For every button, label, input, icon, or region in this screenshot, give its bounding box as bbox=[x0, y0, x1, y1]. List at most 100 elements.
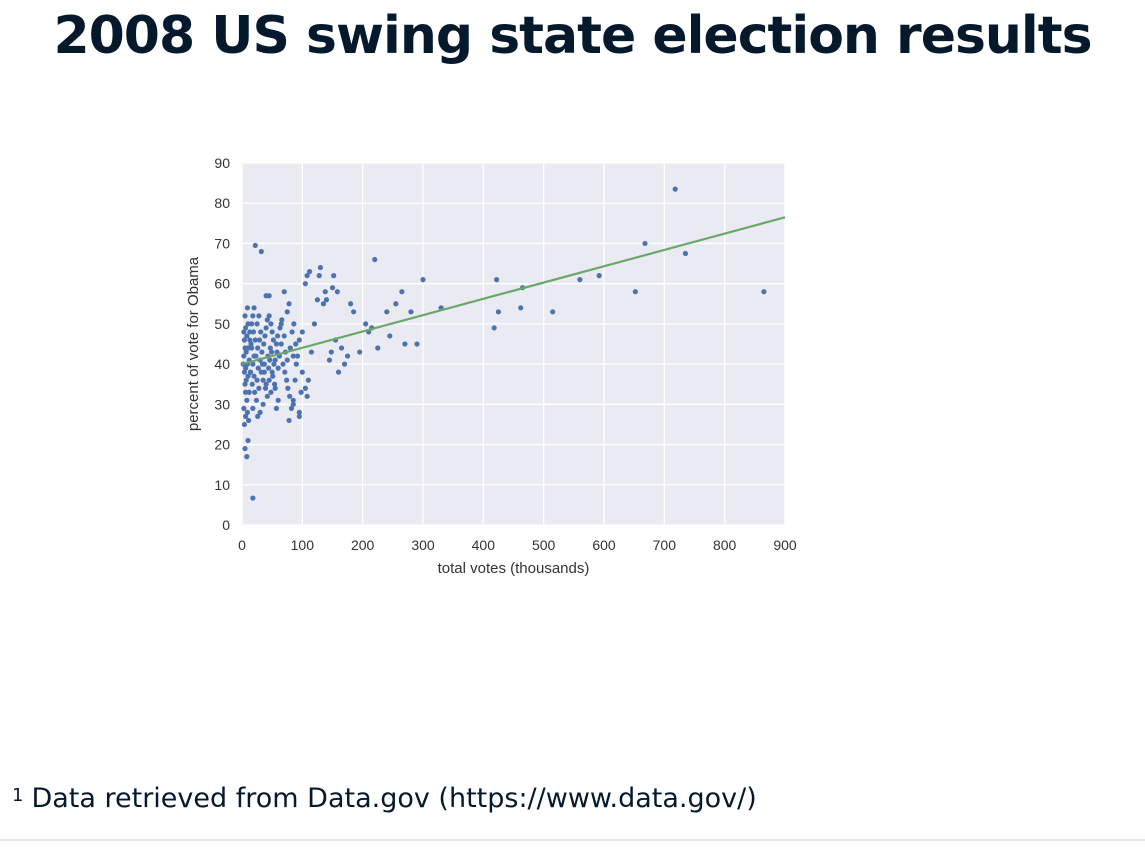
data-point bbox=[245, 373, 251, 379]
data-point bbox=[577, 277, 583, 283]
data-point bbox=[270, 373, 276, 379]
slide-title: 2008 US swing state election results bbox=[53, 6, 1092, 66]
plot-background bbox=[242, 163, 785, 525]
data-point bbox=[259, 361, 266, 367]
data-point bbox=[761, 289, 767, 295]
data-point bbox=[292, 377, 298, 383]
data-point bbox=[284, 377, 290, 383]
data-point bbox=[326, 357, 333, 363]
x-tick-label: 200 bbox=[351, 537, 375, 553]
data-point bbox=[274, 333, 281, 339]
x-tick-labels: 0 100 200 300 400 500 600 700 800 900 bbox=[238, 537, 797, 553]
data-point bbox=[294, 353, 301, 359]
data-point bbox=[334, 289, 340, 295]
data-point bbox=[284, 309, 290, 315]
x-tick-label: 900 bbox=[773, 537, 797, 553]
data-point bbox=[241, 421, 248, 428]
data-point bbox=[308, 349, 314, 355]
data-point bbox=[250, 405, 256, 411]
data-point bbox=[329, 285, 336, 291]
data-point bbox=[241, 329, 247, 335]
data-point bbox=[268, 389, 274, 395]
data-point bbox=[242, 381, 248, 387]
data-point bbox=[323, 297, 330, 303]
data-point bbox=[260, 401, 266, 407]
data-point bbox=[287, 393, 293, 399]
data-point bbox=[284, 357, 290, 363]
data-point bbox=[263, 381, 269, 387]
y-tick-label: 90 bbox=[214, 155, 230, 171]
data-point bbox=[290, 401, 296, 407]
data-point bbox=[264, 317, 270, 323]
data-point bbox=[302, 281, 308, 287]
data-point bbox=[328, 349, 334, 355]
data-point bbox=[518, 305, 524, 311]
data-point bbox=[351, 309, 357, 315]
y-tick-label: 10 bbox=[214, 477, 230, 493]
y-tick-label: 20 bbox=[214, 437, 230, 453]
data-point bbox=[290, 353, 296, 359]
data-point bbox=[286, 417, 292, 424]
data-point bbox=[267, 345, 273, 351]
data-point bbox=[375, 345, 381, 351]
data-point bbox=[251, 373, 257, 379]
data-point bbox=[282, 369, 288, 375]
x-tick-label: 500 bbox=[532, 537, 556, 553]
data-point bbox=[250, 361, 256, 367]
data-point bbox=[258, 248, 264, 255]
x-tick-label: 0 bbox=[238, 537, 246, 553]
data-point bbox=[269, 369, 275, 375]
y-tick-label: 70 bbox=[214, 235, 230, 251]
data-point bbox=[243, 413, 249, 419]
data-point bbox=[267, 357, 273, 363]
grid-lines bbox=[241, 162, 786, 526]
y-tick-label: 0 bbox=[222, 517, 230, 533]
data-point bbox=[255, 345, 261, 351]
data-point bbox=[241, 405, 247, 411]
data-point bbox=[281, 333, 287, 339]
data-point bbox=[393, 301, 399, 307]
data-point bbox=[384, 309, 390, 315]
data-point bbox=[311, 321, 317, 327]
data-point bbox=[244, 454, 250, 460]
y-tick-label: 40 bbox=[214, 356, 230, 372]
data-point bbox=[250, 329, 257, 335]
data-point bbox=[286, 301, 292, 307]
data-point bbox=[331, 273, 337, 279]
data-point bbox=[322, 289, 328, 295]
y-tick-label: 60 bbox=[214, 276, 230, 292]
data-point bbox=[246, 417, 252, 424]
data-point bbox=[275, 365, 281, 371]
data-point bbox=[260, 377, 266, 383]
data-point bbox=[491, 325, 497, 331]
data-point bbox=[256, 385, 262, 391]
data-point bbox=[290, 397, 296, 403]
fit-line bbox=[241, 216, 786, 366]
data-point bbox=[296, 409, 302, 415]
data-point bbox=[257, 409, 263, 415]
data-point bbox=[408, 309, 414, 315]
y-axis-label: percent of vote for Obama bbox=[185, 256, 202, 431]
x-tick-label: 300 bbox=[411, 537, 435, 553]
data-point bbox=[338, 345, 345, 351]
data-point bbox=[387, 333, 393, 339]
data-point bbox=[243, 365, 249, 371]
data-point bbox=[348, 301, 354, 307]
data-point bbox=[288, 405, 295, 411]
data-point bbox=[632, 289, 638, 295]
data-point bbox=[266, 313, 272, 319]
x-tick-label: 100 bbox=[291, 537, 315, 553]
data-point bbox=[247, 329, 253, 335]
data-point bbox=[249, 321, 255, 327]
data-point bbox=[268, 321, 274, 327]
data-point bbox=[253, 397, 260, 403]
data-point bbox=[255, 365, 261, 371]
data-point bbox=[244, 409, 251, 415]
x-axis-label: total votes (thousands) bbox=[438, 560, 590, 577]
data-point bbox=[272, 357, 278, 363]
data-point bbox=[372, 256, 378, 263]
data-point bbox=[244, 397, 250, 403]
data-point bbox=[261, 369, 267, 375]
data-point bbox=[278, 341, 284, 347]
data-point bbox=[335, 369, 342, 375]
